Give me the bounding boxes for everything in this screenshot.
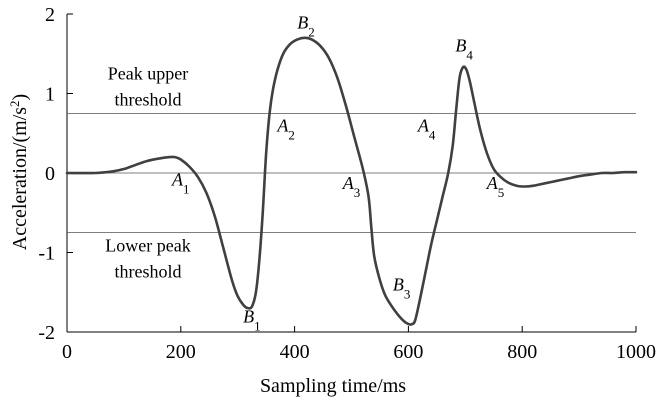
point-label: B4 [455,35,473,62]
point-label: A1 [171,170,190,197]
threshold-label: Peak upper [108,63,188,83]
point-label: B1 [243,306,260,333]
y-tick-label: 2 [45,4,55,26]
x-tick-label: 200 [166,341,196,363]
threshold-lines: Peak upper threshold Lower peak threshold [67,63,636,282]
point-label-subscript: 1 [183,181,190,196]
point-label-subscript: 5 [498,184,505,199]
point-label-subscript: 3 [354,184,361,199]
x-tick-label: 0 [62,341,72,363]
x-axis-title: Sampling time/ms [260,375,406,397]
point-label-letter: A [171,170,184,190]
axis-ticks: 0 200 400 600 800 1000 -2 -1 0 1 2 [38,4,656,363]
point-label-subscript: 2 [288,127,295,142]
point-label-subscript: 4 [466,47,473,62]
point-label-subscript: 3 [404,286,411,301]
point-label-letter: B [243,306,254,326]
point-label-letter: B [393,275,404,295]
threshold-label: threshold [115,89,182,109]
point-label-letter: B [455,35,466,55]
point-label: B3 [393,275,411,302]
point-label-letter: A [342,173,355,193]
point-label-subscript: 2 [308,24,315,39]
y-axis-title-sup: 2 [7,100,22,107]
point-label: A2 [276,116,295,143]
point-label: A4 [417,116,436,143]
acceleration-series-line [65,36,638,326]
point-label: B2 [297,12,315,38]
point-label: A5 [486,173,505,200]
x-tick-label: 1000 [616,341,656,363]
y-axis-title: Acceleration/(m/s2) [7,94,32,250]
y-axis-title-close: ) [9,94,31,101]
y-tick-label: -2 [38,322,55,344]
point-label-letter: B [297,12,308,32]
point-label-letter: A [417,116,430,136]
threshold-label: threshold [115,262,182,282]
threshold-label: Lower peak [105,236,190,256]
series-layer [65,36,638,326]
point-label-letter: A [276,116,289,136]
point-label-subscript: 1 [254,318,260,333]
point-label-letter: A [486,173,499,193]
x-tick-label: 600 [393,341,423,363]
point-label: A3 [342,173,361,200]
y-tick-label: 1 [45,84,55,106]
x-tick-label: 800 [507,341,537,363]
y-axis-title-main: Acceleration/(m/s [9,107,31,250]
y-tick-label: -1 [38,243,55,265]
y-tick-label: 0 [45,163,55,185]
point-label-subscript: 4 [429,127,436,142]
x-tick-label: 400 [280,341,310,363]
